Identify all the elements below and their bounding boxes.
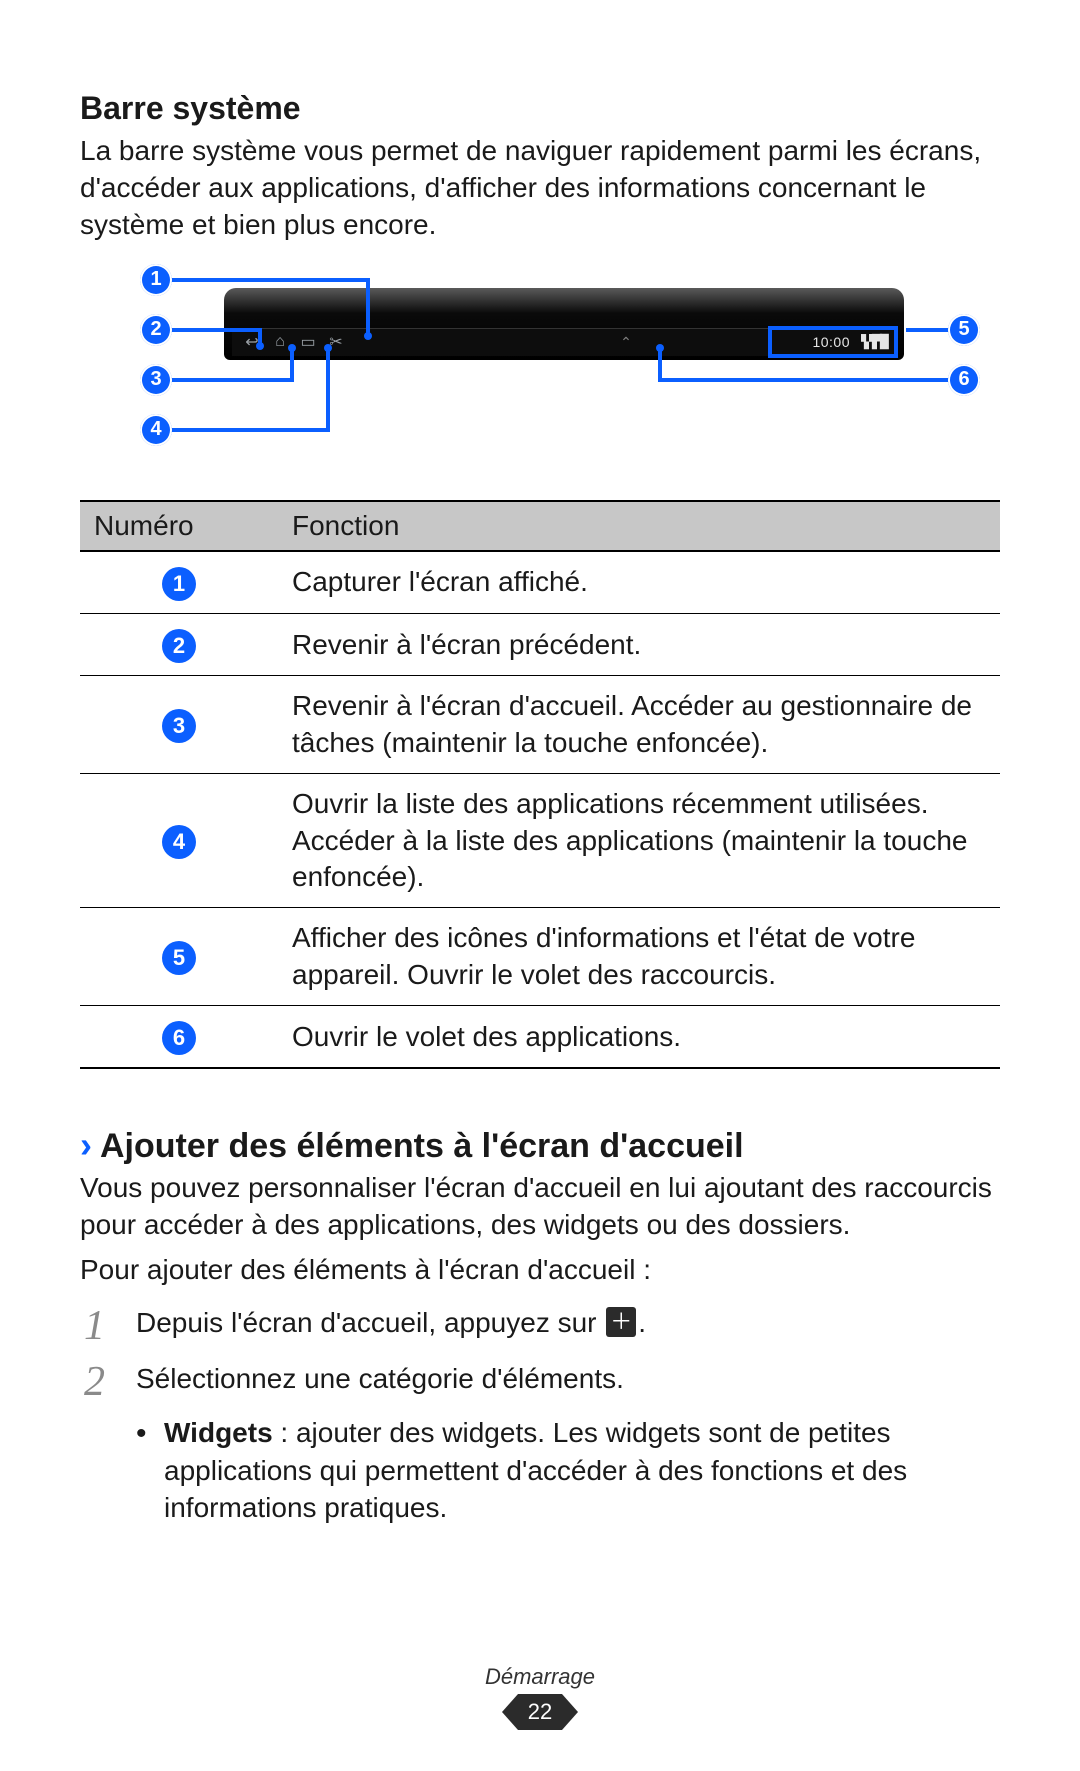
table-row: 3 Revenir à l'écran d'accueil. Accéder a… [80, 676, 1000, 774]
function-table: Numéro Fonction 1 Capturer l'écran affic… [80, 500, 1000, 1070]
callout-6: 6 [948, 364, 980, 396]
row-number-badge: 2 [162, 629, 196, 663]
callout-5: 5 [948, 314, 980, 346]
table-header-number: Numéro [80, 501, 278, 551]
chevron-right-icon: › [80, 1127, 92, 1163]
caret-up-icon: ⌃ [620, 334, 632, 351]
plus-icon: ＋ [606, 1307, 636, 1337]
status-area-highlight: 10:00 ▝▞▛▉ [768, 326, 898, 358]
row-number-badge: 5 [162, 941, 196, 975]
step-item: Depuis l'écran d'accueil, appuyez sur ＋. [80, 1303, 1000, 1342]
table-row: 5 Afficher des icônes d'informations et … [80, 908, 1000, 1006]
callout-3: 3 [140, 364, 172, 396]
row-function-text: Capturer l'écran affiché. [278, 551, 1000, 614]
page-number: 22 [518, 1694, 562, 1730]
bullet-rest: : ajouter des widgets. Les widgets sont … [164, 1417, 907, 1524]
signal-icon: ▝▞▛▉ [856, 334, 888, 350]
add-items-section: › Ajouter des éléments à l'écran d'accue… [80, 1127, 1000, 1527]
system-bar-diagram: ↩ ⌂ ▭ ✂ ⌃ 10:00 ▝▞▛▉ [100, 264, 980, 494]
row-number-badge: 4 [162, 825, 196, 859]
row-function-text: Ouvrir la liste des applications récemme… [278, 774, 1000, 908]
step-text-post: . [638, 1307, 646, 1338]
tablet-illustration: ↩ ⌂ ▭ ✂ ⌃ 10:00 ▝▞▛▉ [224, 288, 904, 360]
table-row: 6 Ouvrir le volet des applications. [80, 1006, 1000, 1069]
document-page: Barre système La barre système vous perm… [0, 0, 1080, 1771]
system-bar-intro: La barre système vous permet de naviguer… [80, 133, 1000, 244]
section-title-system-bar: Barre système [80, 90, 1000, 127]
step-text-pre: Sélectionnez une catégorie d'éléments. [136, 1363, 624, 1394]
row-number-badge: 3 [162, 709, 196, 743]
bullet-bold: Widgets [164, 1417, 273, 1448]
add-items-intro: Vous pouvez personnaliser l'écran d'accu… [80, 1170, 1000, 1244]
step-item: Sélectionnez une catégorie d'éléments. [80, 1359, 1000, 1398]
step-text-pre: Depuis l'écran d'accueil, appuyez sur [136, 1307, 604, 1338]
callout-2: 2 [140, 314, 172, 346]
row-function-text: Ouvrir le volet des applications. [278, 1006, 1000, 1069]
page-number-badge: 22 [502, 1694, 578, 1730]
row-function-text: Revenir à l'écran précédent. [278, 614, 1000, 676]
bullet-item: Widgets : ajouter des widgets. Les widge… [136, 1414, 1000, 1527]
row-number-badge: 6 [162, 1021, 196, 1055]
table-row: 2 Revenir à l'écran précédent. [80, 614, 1000, 676]
home-icon: ⌂ [266, 331, 294, 353]
footer-section-label: Démarrage [0, 1664, 1080, 1690]
capture-icon: ✂ [322, 331, 350, 353]
recent-icon: ▭ [294, 331, 322, 353]
add-items-lead: Pour ajouter des éléments à l'écran d'ac… [80, 1252, 1000, 1289]
row-number-badge: 1 [162, 567, 196, 601]
table-row: 4 Ouvrir la liste des applications récem… [80, 774, 1000, 908]
back-icon: ↩ [238, 331, 266, 353]
section-title-add-items: Ajouter des éléments à l'écran d'accueil [100, 1127, 744, 1166]
row-function-text: Revenir à l'écran d'accueil. Accéder au … [278, 676, 1000, 774]
table-header-function: Fonction [278, 501, 1000, 551]
callout-4: 4 [140, 414, 172, 446]
callout-1: 1 [140, 264, 172, 296]
row-function-text: Afficher des icônes d'informations et l'… [278, 908, 1000, 1006]
table-row: 1 Capturer l'écran affiché. [80, 551, 1000, 614]
bullet-list: Widgets : ajouter des widgets. Les widge… [136, 1414, 1000, 1527]
status-time: 10:00 [812, 334, 850, 350]
steps-list: Depuis l'écran d'accueil, appuyez sur ＋.… [80, 1303, 1000, 1397]
page-footer: Démarrage 22 [0, 1664, 1080, 1735]
